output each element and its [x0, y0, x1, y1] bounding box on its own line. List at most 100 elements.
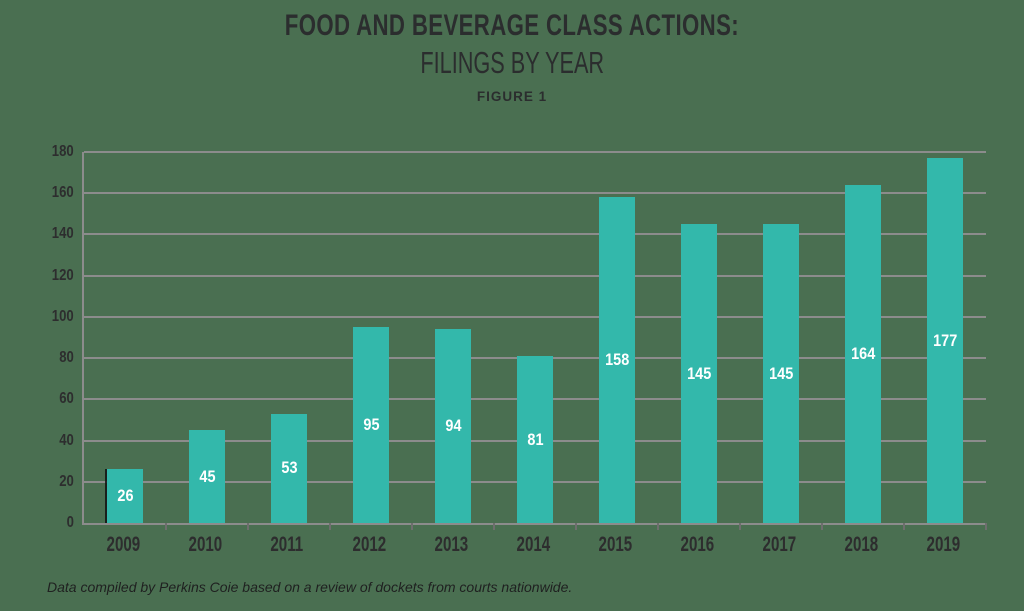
- x-axis-label-2019: 2019: [902, 533, 984, 557]
- gridline-180: [84, 151, 986, 153]
- bar-value-text: 81: [526, 429, 544, 449]
- x-axis-label-2017: 2017: [738, 533, 820, 557]
- x-axis-label-2010: 2010: [164, 533, 246, 557]
- bar-2010: 45: [189, 430, 225, 523]
- plot-area: 26 45 53 95 94 81 158 145 145 164 177: [82, 151, 987, 530]
- bar-2012: 95: [353, 327, 389, 523]
- y-axis-label-20: 20: [56, 472, 74, 492]
- bar-value-text: 145: [686, 363, 712, 383]
- axis-tick: [657, 523, 659, 530]
- y-axis-label-180: 180: [47, 142, 74, 162]
- y-axis-label-0: 0: [65, 513, 74, 533]
- y-axis-label-100: 100: [47, 307, 74, 327]
- y-axis-label-60: 60: [56, 389, 74, 409]
- x-axis-label-text: 2013: [434, 533, 468, 556]
- bar-value-label: 94: [435, 416, 471, 436]
- bar-value-label: 26: [107, 486, 143, 506]
- axis-tick: [411, 523, 413, 530]
- bar-value-text: 53: [280, 458, 298, 478]
- figure-label: FIGURE 1: [476, 89, 548, 104]
- bar-2014: 81: [517, 356, 553, 523]
- x-axis-label-text: 2010: [188, 533, 222, 556]
- x-axis-label-text: 2018: [844, 533, 878, 556]
- x-axis-label-2014: 2014: [492, 533, 574, 557]
- x-axis-label-text: 2012: [352, 533, 386, 556]
- y-axis-label-text: 180: [52, 143, 74, 160]
- x-axis-label-2015: 2015: [574, 533, 656, 557]
- axis-tick: [165, 523, 167, 530]
- bar-value-text: 158: [604, 350, 630, 370]
- bar-chart: 0 20 40 60 80 100 120 140 160 180 26 45 53 95 94 81 158…: [0, 143, 1024, 556]
- page-title-line1: FOOD AND BEVERAGE CLASS ACTIONS:: [0, 8, 1024, 44]
- bar-value-label: 81: [517, 430, 553, 450]
- y-axis-label-80: 80: [56, 348, 74, 368]
- page-title-line2-text: FILINGS BY YEAR: [420, 45, 604, 80]
- x-axis-label-text: 2017: [762, 533, 796, 556]
- x-axis-label-text: 2015: [598, 533, 632, 556]
- y-axis-label-text: 140: [52, 225, 74, 243]
- x-axis-label-2009: 2009: [82, 533, 164, 557]
- axis-tick: [739, 523, 741, 530]
- source-note: Data compiled by Perkins Coie based on a…: [47, 579, 573, 595]
- bar-value-label: 145: [681, 364, 717, 384]
- x-axis-label-2012: 2012: [328, 533, 410, 557]
- y-axis-label-120: 120: [47, 266, 74, 286]
- x-axis-label-2011: 2011: [246, 533, 328, 557]
- page-title-line1-text: FOOD AND BEVERAGE CLASS ACTIONS:: [284, 9, 740, 42]
- y-axis-label-text: 100: [52, 307, 74, 325]
- chart-header: FOOD AND BEVERAGE CLASS ACTIONS: FILINGS…: [0, 8, 1024, 104]
- bar-value-label: 45: [189, 467, 225, 487]
- x-axis-label-text: 2019: [926, 533, 960, 556]
- bar-2013: 94: [435, 329, 471, 523]
- y-axis-label-140: 140: [47, 224, 74, 244]
- y-axis-label-text: 40: [59, 431, 74, 449]
- bar-2017: 145: [763, 224, 799, 523]
- bar-value-text: 26: [116, 486, 134, 506]
- y-axis-label-text: 0: [66, 514, 74, 531]
- x-axis-label-text: 2009: [106, 533, 140, 556]
- y-axis-label-text: 60: [59, 390, 74, 408]
- y-axis-labels: 0 20 40 60 80 100 120 140 160 180: [0, 143, 74, 531]
- bar-value-label: 158: [599, 350, 635, 370]
- bar-value-text: 177: [932, 330, 958, 350]
- bar-2016: 145: [681, 224, 717, 523]
- axis-tick: [493, 523, 495, 530]
- bar-value-label: 177: [927, 331, 963, 351]
- bar-2019: 177: [927, 158, 963, 523]
- gridline-140: [84, 233, 986, 236]
- bar-value-label: 164: [845, 344, 881, 364]
- bar-2015: 158: [599, 197, 635, 523]
- x-axis-label-2018: 2018: [820, 533, 902, 557]
- y-axis-label-text: 20: [59, 472, 74, 490]
- bar-value-text: 45: [198, 466, 216, 486]
- axis-tick: [903, 523, 905, 530]
- gridline-120: [84, 274, 986, 277]
- bar-value-text: 94: [444, 416, 462, 436]
- bar-2009: 26: [107, 469, 143, 523]
- x-axis-label-text: 2014: [516, 533, 550, 556]
- y-axis-label-text: 160: [52, 184, 74, 202]
- bar-value-text: 145: [768, 363, 794, 383]
- axis-tick: [247, 523, 249, 530]
- axis-tick: [985, 523, 987, 530]
- y-axis-label-text: 80: [59, 349, 74, 367]
- axis-tick: [575, 523, 577, 530]
- bar-value-label: 145: [763, 364, 799, 384]
- x-axis-label-text: 2011: [270, 533, 304, 556]
- x-axis-label-2016: 2016: [656, 533, 738, 557]
- x-axis-label-text: 2016: [680, 533, 714, 556]
- bar-2018: 164: [845, 184, 881, 523]
- bar-value-text: 95: [362, 415, 380, 435]
- y-axis-label-40: 40: [56, 431, 74, 451]
- x-axis-label-2013: 2013: [410, 533, 492, 557]
- y-axis-label-160: 160: [47, 183, 74, 203]
- gridline-100: [84, 315, 986, 318]
- bar-value-text: 164: [850, 343, 876, 363]
- axis-tick: [821, 523, 823, 530]
- axis-tick: [329, 523, 331, 530]
- bar-2011: 53: [271, 413, 307, 523]
- x-axis-labels: 2009 2010 2011 2012 2013 2014 2015 2016 2017 2018…: [82, 533, 984, 561]
- gridline-160: [84, 192, 986, 195]
- bar-value-label: 95: [353, 415, 389, 435]
